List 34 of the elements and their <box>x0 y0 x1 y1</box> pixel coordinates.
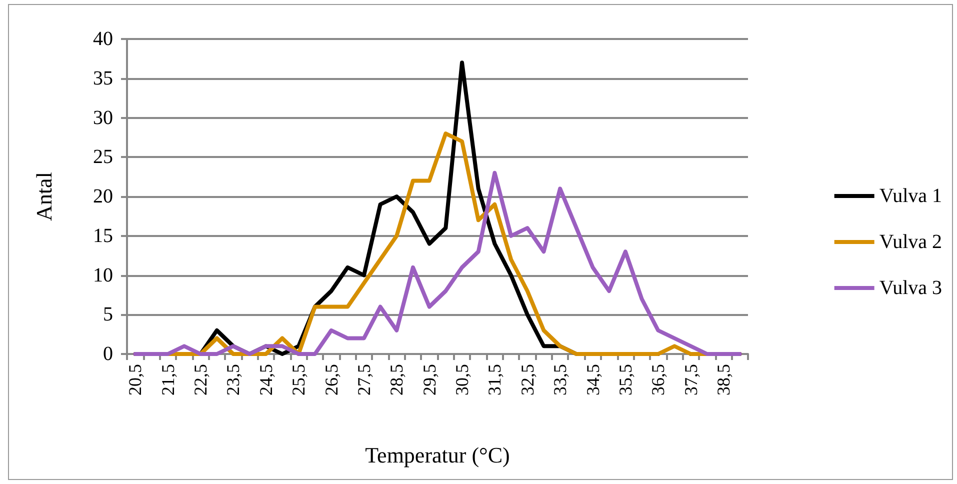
y-tick-label: 25 <box>93 146 113 168</box>
x-tick-label: 29,5 <box>419 364 440 396</box>
legend-label: Vulva 2 <box>879 231 942 253</box>
x-tick-label: 35,5 <box>615 364 636 396</box>
y-tick-label: 40 <box>93 28 113 50</box>
x-tick-label: 20,5 <box>125 364 146 396</box>
x-tick-label: 27,5 <box>354 364 374 396</box>
x-tick-label: 24,5 <box>256 364 276 396</box>
x-tick-label: 36,5 <box>648 364 668 396</box>
legend-label: Vulva 1 <box>879 185 942 207</box>
x-tick-label: 31,5 <box>484 364 505 396</box>
x-tick-label: 25,5 <box>288 364 309 396</box>
y-tick-label: 20 <box>93 186 113 208</box>
x-tick-label: 33,5 <box>550 364 570 396</box>
x-axis-title: Temperatur (°C) <box>365 442 510 468</box>
x-tick-label: 32,5 <box>517 364 538 396</box>
x-tick-label: 26,5 <box>321 364 342 396</box>
y-tick-label: 30 <box>93 106 113 129</box>
x-tick-label: 30,5 <box>452 364 472 396</box>
y-tick-label: 0 <box>103 343 113 365</box>
x-tick-label: 28,5 <box>386 364 407 396</box>
y-tick-label: 35 <box>93 67 113 90</box>
legend-label: Vulva 3 <box>879 277 942 299</box>
x-tick-label: 23,5 <box>223 364 244 396</box>
x-tick-label: 38,5 <box>713 364 734 396</box>
y-axis-title: Antal <box>32 172 56 221</box>
x-tick-label: 21,5 <box>158 364 178 396</box>
x-tick-label: 34,5 <box>582 364 603 396</box>
y-tick-label: 15 <box>93 224 113 247</box>
line-series <box>133 170 742 356</box>
x-tick-label: 37,5 <box>680 364 701 396</box>
x-tick-label: 22,5 <box>190 364 211 396</box>
y-tick-label: 10 <box>93 264 113 286</box>
y-tick-label: 5 <box>103 304 113 326</box>
